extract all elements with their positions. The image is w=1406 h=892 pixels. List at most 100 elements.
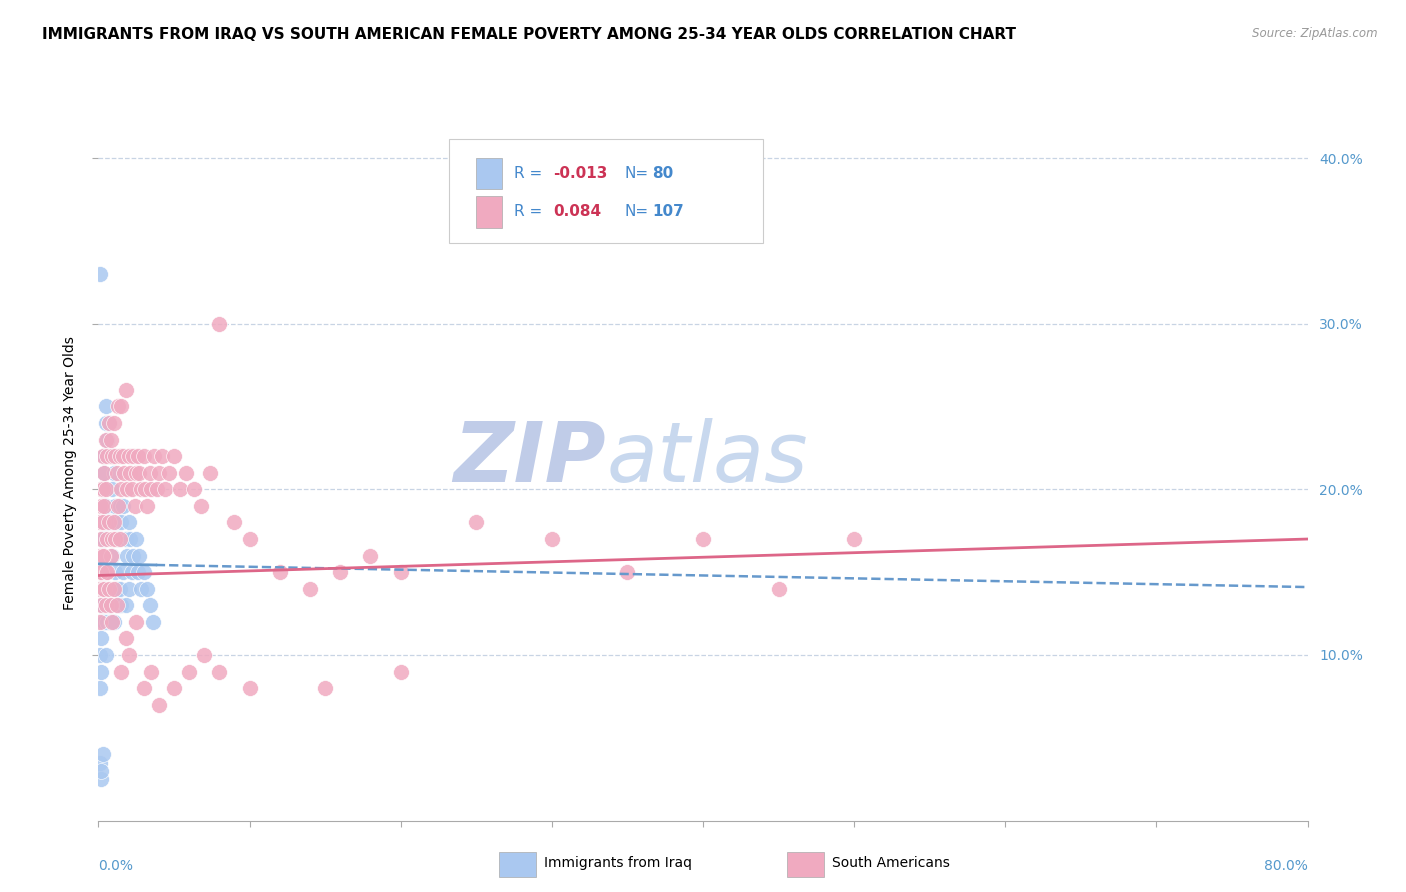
Point: [103, 416, 125, 430]
Point: [121, 565, 143, 579]
Point: [114, 632, 136, 646]
Text: 107: 107: [652, 204, 683, 219]
Text: South Americans: South Americans: [832, 856, 950, 871]
Point: [101, 449, 124, 463]
Point: [93, 499, 115, 513]
Point: [122, 449, 145, 463]
Text: -0.013: -0.013: [553, 166, 607, 181]
Point: [98, 516, 121, 530]
Text: atlas: atlas: [606, 418, 808, 500]
FancyBboxPatch shape: [449, 139, 763, 244]
Point: [89, 615, 111, 629]
Point: [100, 615, 122, 629]
Point: [108, 582, 131, 596]
Point: [93, 615, 115, 629]
Point: [93, 549, 115, 563]
Point: [389, 665, 412, 679]
Point: [110, 483, 132, 497]
Point: [124, 499, 146, 513]
Point: [98, 416, 121, 430]
Point: [132, 681, 155, 695]
Text: N=: N=: [624, 204, 648, 219]
Point: [100, 433, 122, 447]
Text: 0.0%: 0.0%: [98, 859, 134, 873]
Point: [93, 532, 115, 546]
Point: [90, 665, 112, 679]
Point: [91, 516, 114, 530]
Point: [93, 582, 115, 596]
Point: [91, 532, 114, 546]
Point: [844, 532, 866, 546]
Point: [89, 582, 111, 596]
Point: [98, 599, 121, 613]
Point: [142, 615, 165, 629]
Point: [169, 483, 191, 497]
Point: [153, 483, 176, 497]
Point: [107, 400, 129, 414]
Point: [174, 466, 197, 480]
Point: [90, 582, 112, 596]
Point: [90, 532, 112, 546]
Point: [114, 532, 136, 546]
Point: [94, 599, 117, 613]
Point: [129, 582, 152, 596]
Point: [224, 516, 246, 530]
Point: [89, 267, 111, 281]
Point: [90, 565, 112, 579]
Point: [143, 449, 166, 463]
Point: [125, 532, 148, 546]
Point: [269, 565, 291, 579]
Point: [101, 532, 124, 546]
Point: [100, 549, 122, 563]
Point: [148, 466, 170, 480]
Point: [103, 516, 125, 530]
Point: [104, 449, 127, 463]
Point: [90, 565, 112, 579]
Point: [208, 317, 231, 331]
Point: [208, 665, 231, 679]
Point: [103, 466, 125, 480]
Point: [100, 449, 122, 463]
Point: [692, 532, 714, 546]
Point: [134, 483, 156, 497]
Point: [91, 615, 114, 629]
Point: [125, 466, 148, 480]
Point: [118, 582, 141, 596]
Point: [94, 416, 117, 430]
Point: [110, 599, 132, 613]
Point: [93, 466, 115, 480]
Point: [190, 499, 212, 513]
Point: [91, 499, 114, 513]
FancyBboxPatch shape: [475, 196, 502, 227]
Point: [105, 599, 128, 613]
Point: [98, 516, 121, 530]
Point: [129, 483, 152, 497]
Point: [107, 599, 129, 613]
Point: [122, 549, 145, 563]
Point: [91, 565, 114, 579]
Point: [103, 516, 125, 530]
Point: [127, 449, 149, 463]
Point: [96, 615, 118, 629]
Point: [110, 665, 132, 679]
Point: [101, 483, 124, 497]
Point: [150, 449, 173, 463]
Point: [118, 516, 141, 530]
Point: [100, 516, 122, 530]
Point: [121, 483, 143, 497]
Point: [132, 449, 155, 463]
Point: [101, 615, 124, 629]
Point: [768, 582, 790, 596]
Point: [163, 681, 186, 695]
Point: [104, 565, 127, 579]
Point: [115, 549, 138, 563]
Point: [128, 466, 150, 480]
Point: [91, 582, 114, 596]
Point: [96, 516, 118, 530]
Point: [90, 549, 112, 563]
Point: [179, 665, 201, 679]
Point: [90, 565, 112, 579]
Text: R =: R =: [515, 204, 547, 219]
Point: [90, 499, 112, 513]
Point: [111, 499, 134, 513]
